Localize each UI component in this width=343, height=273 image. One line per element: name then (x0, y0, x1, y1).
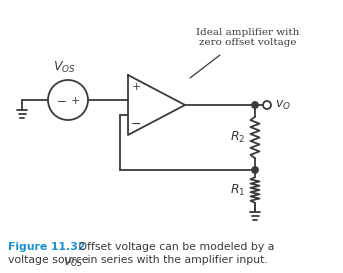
Text: $V_{OS}$: $V_{OS}$ (52, 60, 75, 75)
Text: in series with the amplifier input.: in series with the amplifier input. (84, 255, 268, 265)
Text: $-$: $-$ (56, 93, 66, 106)
Text: $V_{OS}$: $V_{OS}$ (63, 255, 83, 269)
Text: $R_2$: $R_2$ (230, 130, 245, 145)
Circle shape (252, 102, 258, 108)
Text: $-$: $-$ (130, 117, 142, 129)
Text: Figure 11.32: Figure 11.32 (8, 242, 85, 252)
Text: Offset voltage can be modeled by a: Offset voltage can be modeled by a (75, 242, 274, 252)
Text: $R_1$: $R_1$ (229, 182, 245, 198)
Text: $+$: $+$ (131, 82, 141, 93)
Text: $+$: $+$ (70, 94, 80, 105)
Text: Ideal amplifier with
zero offset voltage: Ideal amplifier with zero offset voltage (196, 28, 300, 48)
Text: voltage source: voltage source (8, 255, 92, 265)
Text: $v_O$: $v_O$ (275, 99, 291, 112)
Circle shape (252, 167, 258, 173)
